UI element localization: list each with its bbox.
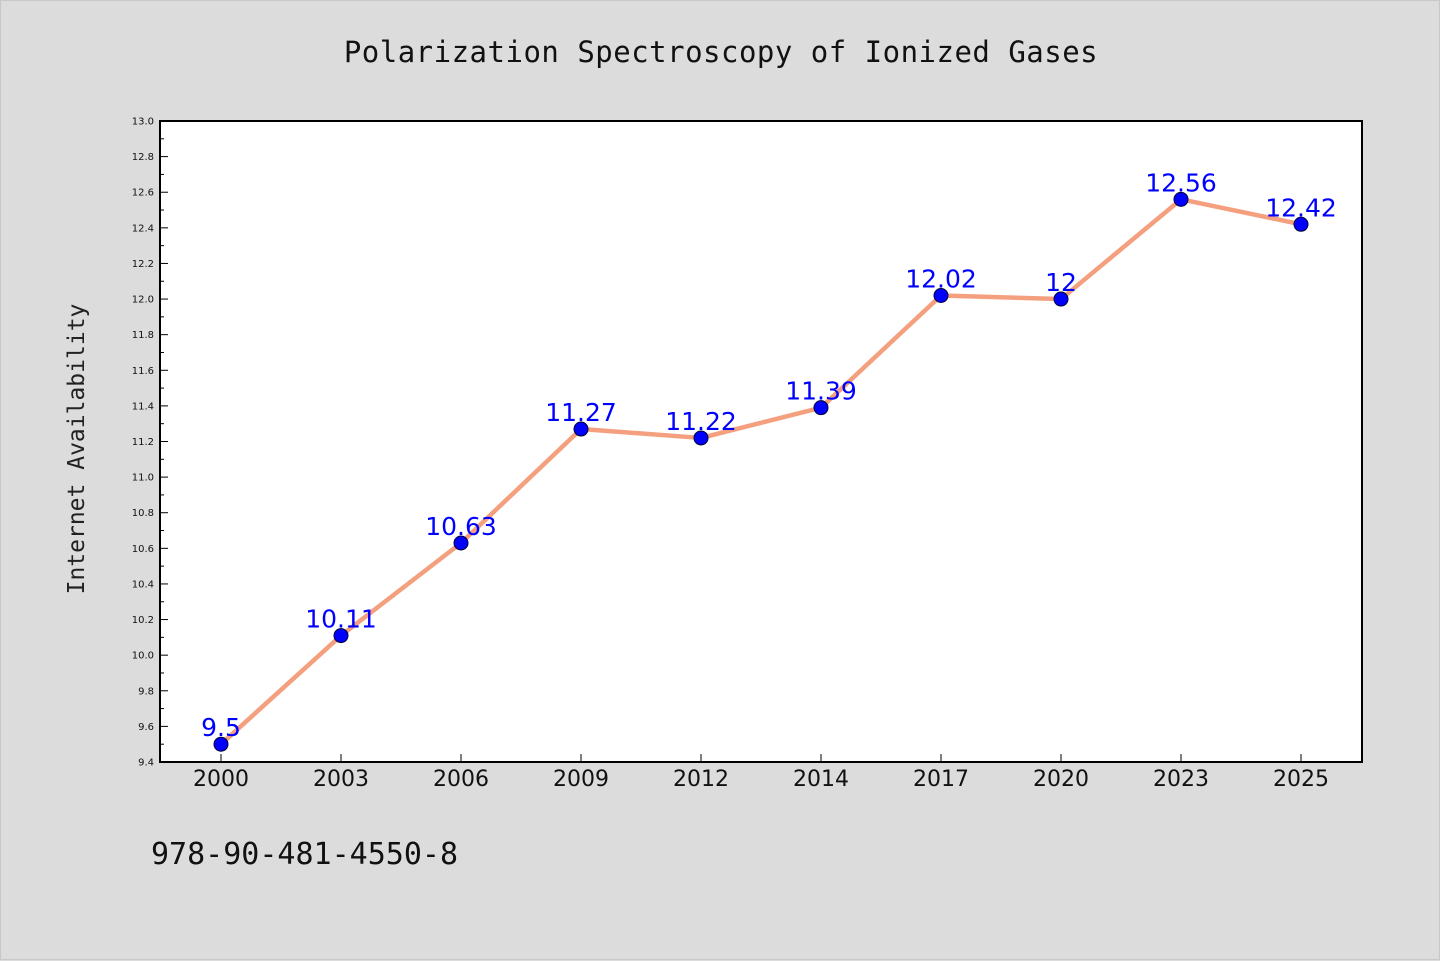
data-label: 12.56 — [1145, 168, 1217, 197]
x-axis-ticks: 2000 2003 2006 2009 2012 2014 2017 2020 2023 2025 — [193, 754, 1329, 792]
y-tick-label: 10.6 — [132, 544, 154, 555]
x-tick-label: 2009 — [553, 767, 609, 792]
data-point — [573, 421, 589, 437]
data-point — [1293, 216, 1309, 232]
y-tick-label: 11.4 — [132, 401, 154, 412]
data-label: 12.02 — [905, 264, 977, 293]
data-label: 10.63 — [425, 512, 497, 541]
data-point — [693, 430, 709, 446]
y-tick-label: 9.6 — [138, 722, 154, 733]
data-label: 10.11 — [305, 605, 377, 634]
y-tick-label: 11.6 — [132, 366, 154, 377]
data-point — [333, 628, 349, 644]
y-tick-label: 12.6 — [132, 188, 154, 199]
x-tick-label: 2003 — [313, 767, 369, 792]
y-tick-label: 12.4 — [132, 223, 154, 234]
y-tick-label: 11.2 — [132, 437, 154, 448]
x-tick-label: 2006 — [433, 767, 489, 792]
y-tick-label: 12.0 — [132, 295, 154, 306]
x-tick-label: 2014 — [793, 767, 849, 792]
y-tick-label: 11.0 — [132, 473, 154, 484]
data-label: 11.39 — [785, 377, 857, 406]
data-point — [1053, 291, 1069, 307]
data-point — [453, 535, 469, 551]
y-axis-ticks: 9.4 9.6 9.8 10.0 10.2 10.4 10.6 10.8 11.0 11.2 11.… — [132, 117, 168, 769]
y-tick-label: 10.2 — [132, 615, 154, 626]
data-point — [213, 736, 229, 752]
x-tick-label: 2020 — [1033, 767, 1089, 792]
series-line — [218, 197, 1304, 747]
y-tick-label: 12.2 — [132, 259, 154, 270]
series-group — [213, 191, 1309, 752]
chart-title: Polarization Spectroscopy of Ionized Gas… — [343, 35, 1099, 69]
x-tick-label: 2025 — [1273, 767, 1329, 792]
x-tick-label: 2023 — [1153, 767, 1209, 792]
isbn-text: 978-90-481-4550-8 — [151, 837, 459, 872]
y-tick-label: 10.4 — [132, 579, 154, 590]
x-tick-label: 2000 — [193, 767, 249, 792]
y-tick-label: 12.8 — [132, 152, 154, 163]
data-label: 11.27 — [545, 398, 617, 427]
y-tick-label: 11.8 — [132, 330, 154, 341]
y-tick-label: 9.4 — [138, 758, 154, 769]
y-tick-label: 10.8 — [132, 508, 154, 519]
data-label: 12 — [1045, 268, 1077, 297]
x-tick-label: 2017 — [913, 767, 969, 792]
y-tick-label: 10.0 — [132, 651, 154, 662]
x-tick-label: 2012 — [673, 767, 729, 792]
data-label: 11.22 — [665, 407, 737, 436]
data-labels: 9.5 10.11 10.63 11.27 11.22 11.39 12.02 12 12.56… — [201, 168, 1337, 742]
data-point — [1173, 191, 1189, 207]
data-point — [813, 400, 829, 416]
data-label: 12.42 — [1265, 193, 1337, 222]
y-tick-label: 9.8 — [138, 686, 154, 697]
data-point — [933, 287, 949, 303]
y-tick-label: 13.0 — [132, 117, 154, 128]
data-label: 9.5 — [201, 713, 241, 742]
plot-area — [159, 120, 1363, 763]
